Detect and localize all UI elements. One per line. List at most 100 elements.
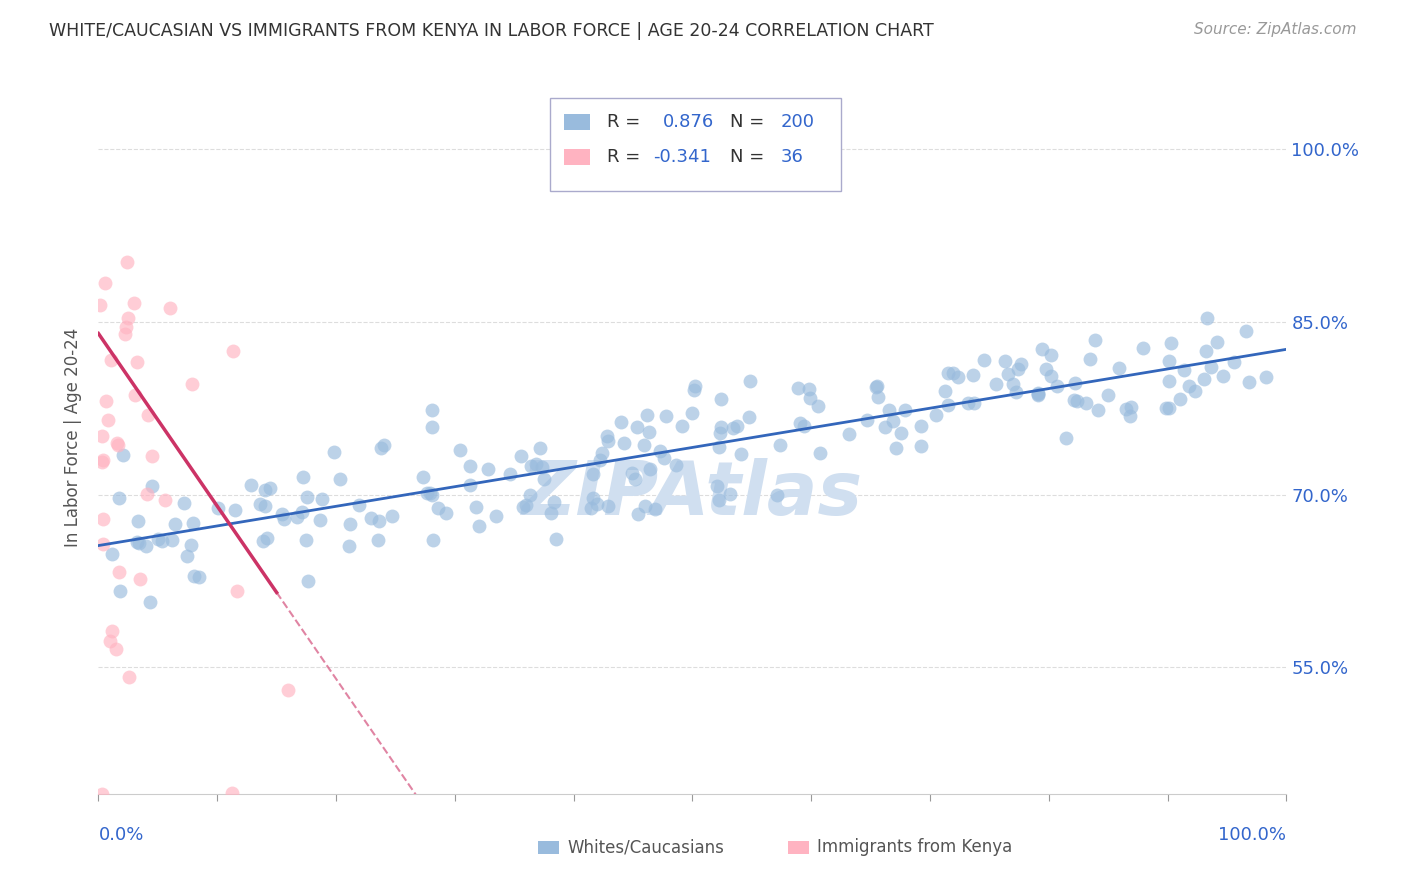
Point bbox=[1173, 363, 1195, 377]
Point bbox=[720, 487, 742, 501]
Text: 100.0%: 100.0% bbox=[1219, 826, 1286, 844]
Point bbox=[183, 569, 205, 583]
Point bbox=[309, 513, 332, 527]
FancyBboxPatch shape bbox=[550, 98, 841, 191]
Point bbox=[706, 479, 728, 493]
Text: 36: 36 bbox=[780, 148, 803, 166]
Point bbox=[180, 377, 202, 392]
Point bbox=[256, 531, 278, 545]
Point bbox=[1097, 388, 1119, 402]
FancyBboxPatch shape bbox=[564, 114, 591, 129]
Point bbox=[638, 462, 661, 476]
Point bbox=[650, 444, 672, 458]
Point bbox=[520, 458, 543, 473]
Point bbox=[1234, 324, 1257, 338]
Point bbox=[337, 539, 360, 553]
Point bbox=[582, 467, 605, 481]
Point bbox=[856, 413, 879, 427]
Point bbox=[107, 438, 129, 452]
Point bbox=[766, 488, 789, 502]
Point bbox=[381, 508, 404, 523]
Point bbox=[1223, 355, 1246, 369]
Point bbox=[1026, 388, 1049, 402]
Point bbox=[598, 434, 620, 449]
Point bbox=[115, 255, 138, 269]
Point bbox=[962, 368, 984, 383]
Point bbox=[873, 420, 896, 434]
Point bbox=[295, 533, 318, 548]
Point bbox=[624, 472, 647, 486]
Point bbox=[973, 353, 995, 368]
Point bbox=[596, 500, 619, 514]
Point bbox=[1026, 387, 1049, 401]
Point bbox=[252, 534, 274, 549]
Point bbox=[254, 500, 277, 514]
Point bbox=[101, 547, 124, 561]
Point bbox=[239, 478, 262, 492]
Point bbox=[997, 367, 1019, 381]
Point bbox=[609, 415, 631, 429]
Point bbox=[163, 516, 186, 531]
Point bbox=[588, 453, 610, 467]
Point bbox=[97, 413, 120, 427]
Text: R =: R = bbox=[607, 112, 640, 130]
Point bbox=[1078, 351, 1101, 366]
Point bbox=[1199, 359, 1222, 374]
Point bbox=[94, 276, 117, 290]
Text: Immigrants from Kenya: Immigrants from Kenya bbox=[817, 838, 1012, 856]
Point bbox=[768, 438, 790, 452]
Point bbox=[253, 483, 276, 497]
Text: N =: N = bbox=[731, 148, 765, 166]
Point bbox=[866, 390, 889, 404]
Point bbox=[125, 355, 148, 369]
Point bbox=[793, 418, 815, 433]
Point bbox=[419, 486, 441, 500]
Point bbox=[249, 497, 271, 511]
Point bbox=[942, 366, 965, 380]
Point bbox=[224, 503, 246, 517]
Point bbox=[141, 479, 163, 493]
Point bbox=[877, 403, 900, 417]
Point bbox=[1046, 379, 1069, 393]
Point bbox=[329, 471, 352, 485]
Point bbox=[936, 398, 959, 412]
Point bbox=[135, 487, 157, 501]
Point bbox=[117, 670, 139, 684]
Text: 0.876: 0.876 bbox=[662, 112, 714, 130]
Point bbox=[420, 488, 443, 502]
Point bbox=[807, 399, 830, 413]
Point bbox=[1195, 310, 1218, 325]
Point bbox=[543, 495, 565, 509]
Point bbox=[1132, 342, 1154, 356]
Point bbox=[884, 441, 907, 455]
Point bbox=[1194, 344, 1216, 359]
Point bbox=[91, 537, 114, 551]
Point bbox=[277, 683, 299, 698]
Point bbox=[1056, 431, 1078, 445]
Point bbox=[98, 633, 121, 648]
Point bbox=[422, 533, 444, 548]
Point bbox=[1007, 361, 1029, 376]
Point bbox=[183, 516, 205, 530]
Point bbox=[449, 442, 471, 457]
Y-axis label: In Labor Force | Age 20-24: In Labor Force | Age 20-24 bbox=[65, 327, 83, 547]
Point bbox=[1039, 348, 1062, 362]
Point bbox=[591, 445, 613, 459]
Point bbox=[370, 441, 392, 455]
Point bbox=[721, 421, 744, 435]
FancyBboxPatch shape bbox=[538, 841, 560, 854]
Text: ZIPAtlas: ZIPAtlas bbox=[522, 458, 863, 531]
Point bbox=[273, 512, 295, 526]
Text: N =: N = bbox=[731, 112, 765, 130]
Point bbox=[866, 378, 889, 392]
Point bbox=[652, 451, 675, 466]
Point bbox=[1108, 361, 1130, 376]
Point bbox=[128, 536, 150, 550]
Point bbox=[107, 491, 129, 505]
Point bbox=[1066, 393, 1088, 408]
Point bbox=[373, 438, 395, 452]
Point bbox=[544, 533, 567, 547]
Point bbox=[710, 420, 733, 434]
Point bbox=[709, 425, 731, 440]
Point bbox=[104, 642, 127, 657]
